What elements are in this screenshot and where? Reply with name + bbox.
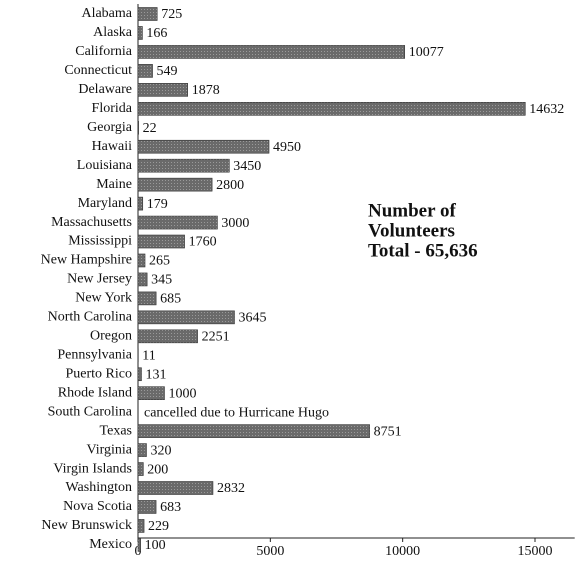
value-label: 22 bbox=[143, 121, 157, 136]
value-label: 2832 bbox=[217, 481, 245, 496]
bar bbox=[137, 139, 270, 154]
y-tick-label: Texas bbox=[100, 423, 132, 438]
bar bbox=[137, 310, 235, 325]
bar bbox=[137, 120, 139, 135]
y-tick-label: Puerto Rico bbox=[66, 366, 133, 381]
value-label: 2251 bbox=[202, 330, 230, 345]
annotation: Total - 65,636 bbox=[368, 240, 478, 261]
bar bbox=[137, 329, 198, 344]
y-tick-label: New Hampshire bbox=[41, 253, 132, 268]
value-label: 683 bbox=[160, 500, 181, 515]
y-tick-label: South Carolina bbox=[48, 404, 133, 419]
bar bbox=[137, 102, 526, 116]
x-tick-label: 15000 bbox=[518, 544, 553, 559]
value-label: 8751 bbox=[374, 424, 402, 439]
value-label: 14632 bbox=[529, 102, 564, 117]
y-tick-label: Mississippi bbox=[68, 234, 132, 249]
y-tick-label: Alaska bbox=[93, 25, 133, 40]
bar bbox=[137, 424, 370, 438]
value-label: 11 bbox=[142, 348, 155, 363]
bar bbox=[137, 443, 147, 457]
value-label: 345 bbox=[151, 273, 172, 288]
bar bbox=[137, 386, 165, 401]
y-tick-label: Massachusetts bbox=[51, 215, 132, 230]
y-tick-label: Nova Scotia bbox=[63, 499, 133, 514]
value-label: 100 bbox=[145, 538, 166, 553]
value-label: 725 bbox=[161, 7, 182, 22]
value-label: 131 bbox=[145, 367, 166, 382]
bar bbox=[137, 26, 143, 40]
y-tick-label: Georgia bbox=[87, 120, 133, 135]
y-tick-label: Louisiana bbox=[77, 158, 133, 173]
bar bbox=[137, 367, 142, 382]
value-label: 179 bbox=[147, 197, 168, 212]
y-tick-label: Oregon bbox=[90, 329, 132, 344]
bar bbox=[137, 7, 158, 21]
value-label: 166 bbox=[146, 26, 167, 41]
bar bbox=[137, 177, 213, 192]
value-label: 3450 bbox=[233, 159, 261, 174]
value-label: 265 bbox=[149, 254, 170, 269]
bar bbox=[137, 519, 145, 533]
y-tick-label: New York bbox=[75, 291, 132, 306]
y-tick-label: Alabama bbox=[81, 6, 132, 21]
y-tick-label: Delaware bbox=[78, 82, 132, 97]
note: cancelled due to Hurricane Hugo bbox=[144, 405, 329, 420]
bar bbox=[137, 45, 406, 59]
bar bbox=[137, 158, 230, 173]
value-label: 549 bbox=[157, 64, 178, 79]
value-label: 4950 bbox=[273, 140, 301, 155]
value-label: 1760 bbox=[189, 235, 217, 250]
y-tick-label: Washington bbox=[65, 480, 132, 495]
bar bbox=[137, 291, 157, 306]
annotation: Volunteers bbox=[368, 220, 455, 241]
bar bbox=[137, 272, 148, 287]
y-tick-label: New Brunswick bbox=[41, 518, 132, 533]
bar bbox=[137, 462, 144, 476]
bar bbox=[137, 64, 153, 78]
annotation: Number of bbox=[368, 200, 456, 221]
bar bbox=[137, 481, 214, 495]
y-tick-label: New Jersey bbox=[67, 272, 132, 287]
y-tick-label: Virginia bbox=[86, 442, 132, 457]
value-label: 3000 bbox=[221, 216, 249, 231]
bar bbox=[137, 234, 185, 249]
x-tick-label: 10000 bbox=[385, 544, 420, 559]
bar bbox=[137, 253, 146, 268]
x-tick-label: 0 bbox=[135, 544, 142, 559]
y-tick-label: Florida bbox=[92, 101, 133, 116]
y-tick-label: Hawaii bbox=[92, 139, 133, 154]
y-tick-label: Maryland bbox=[78, 196, 132, 211]
y-tick-label: Pennsylvania bbox=[57, 347, 132, 362]
value-label: 2800 bbox=[216, 178, 244, 193]
value-label: 10077 bbox=[409, 45, 444, 60]
x-tick-label: 5000 bbox=[256, 544, 284, 559]
value-label: 200 bbox=[147, 462, 168, 477]
value-label: 685 bbox=[160, 292, 181, 307]
y-tick-label: Rhode Island bbox=[58, 385, 132, 400]
bar bbox=[137, 215, 218, 230]
y-tick-label: Mexico bbox=[89, 537, 132, 552]
bar bbox=[137, 196, 144, 211]
value-label: 3645 bbox=[238, 311, 266, 326]
bar bbox=[137, 83, 189, 97]
bar bbox=[137, 500, 157, 514]
value-label: 320 bbox=[150, 443, 171, 458]
value-label: 229 bbox=[148, 519, 169, 534]
value-label: 1000 bbox=[168, 386, 196, 401]
y-tick-label: California bbox=[75, 44, 133, 59]
bar bbox=[137, 538, 141, 552]
y-tick-label: North Carolina bbox=[48, 310, 133, 325]
y-tick-label: Connecticut bbox=[64, 63, 132, 78]
y-tick-label: Virgin Islands bbox=[53, 461, 132, 476]
y-tick-label: Maine bbox=[96, 177, 132, 192]
value-label: 1878 bbox=[192, 83, 220, 98]
